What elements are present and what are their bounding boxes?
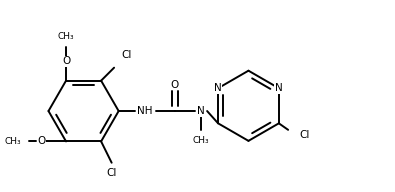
Text: O: O <box>171 80 179 90</box>
Text: Cl: Cl <box>121 50 132 60</box>
Text: O: O <box>62 56 70 66</box>
Text: O: O <box>38 137 45 146</box>
Text: N: N <box>275 83 283 93</box>
Text: Cl: Cl <box>299 130 310 140</box>
Text: N: N <box>197 106 205 116</box>
Text: Cl: Cl <box>107 168 117 178</box>
Text: CH₃: CH₃ <box>5 137 21 146</box>
Text: N: N <box>214 83 222 93</box>
Text: CH₃: CH₃ <box>193 136 209 145</box>
Text: CH₃: CH₃ <box>58 32 74 41</box>
Text: NH: NH <box>137 106 153 116</box>
